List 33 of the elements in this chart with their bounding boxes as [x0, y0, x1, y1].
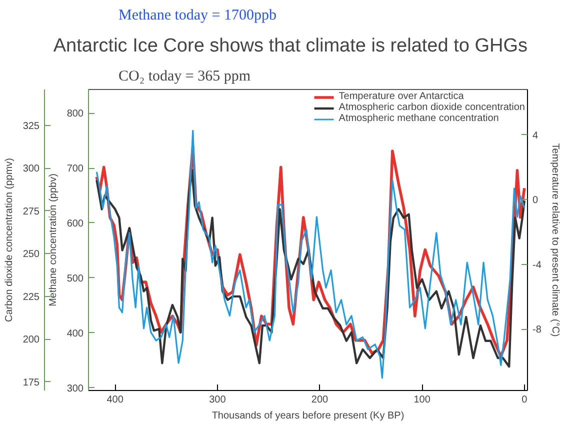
y2-tick-label: -8: [532, 324, 542, 336]
y3-axis-title: Carbon dioxide concentration (ppmv): [4, 158, 15, 322]
y3-tick-label: 250: [22, 249, 40, 260]
chart-title: Antarctic Ice Core shows that climate is related to GHGs: [53, 36, 528, 56]
y3-tick-label: 175: [22, 377, 40, 388]
x-tick-label: 400: [106, 394, 124, 406]
y2-tick-label: 0: [532, 195, 538, 206]
y-tick-label: 500: [66, 273, 84, 284]
x-axis-title: Thousands of years before present (Ky BP): [212, 410, 404, 422]
y2-tick-label: -4: [532, 260, 542, 271]
text: CO₂ today = 365 ppm: [118, 68, 251, 84]
y-tick-label: 700: [66, 164, 84, 175]
y-tick-label: 800: [66, 108, 84, 120]
x-tick-label: 100: [414, 394, 431, 406]
legend-label: Atmospheric carbon dioxide concentration: [338, 102, 525, 113]
legend-label: Temperature over Antarctica: [338, 91, 464, 102]
y-tick-label: 600: [66, 218, 84, 230]
y3-tick-label: 275: [22, 206, 40, 218]
line-series: [96, 168, 526, 368]
y-tick-label: 300: [66, 383, 84, 394]
y3-tick-label: 300: [22, 164, 40, 175]
legend-label: Atmospheric methane concentration: [338, 113, 499, 124]
x-tick-label: 200: [311, 394, 329, 406]
y-tick-label: 400: [66, 328, 84, 340]
y3-tick-label: 225: [22, 292, 40, 303]
y-axis-title: Methane concentration (ppbv): [48, 174, 59, 306]
y2-tick-label: 4: [532, 130, 538, 142]
y3-tick-label: 200: [22, 334, 40, 346]
text: Methane today = 1700ppb: [118, 8, 277, 24]
x-tick-label: 0: [522, 394, 528, 406]
y2-axis-title: Temperature relative to present climate (°C): [549, 143, 560, 337]
y3-tick-label: 325: [22, 120, 40, 132]
x-tick-label: 300: [209, 394, 226, 406]
